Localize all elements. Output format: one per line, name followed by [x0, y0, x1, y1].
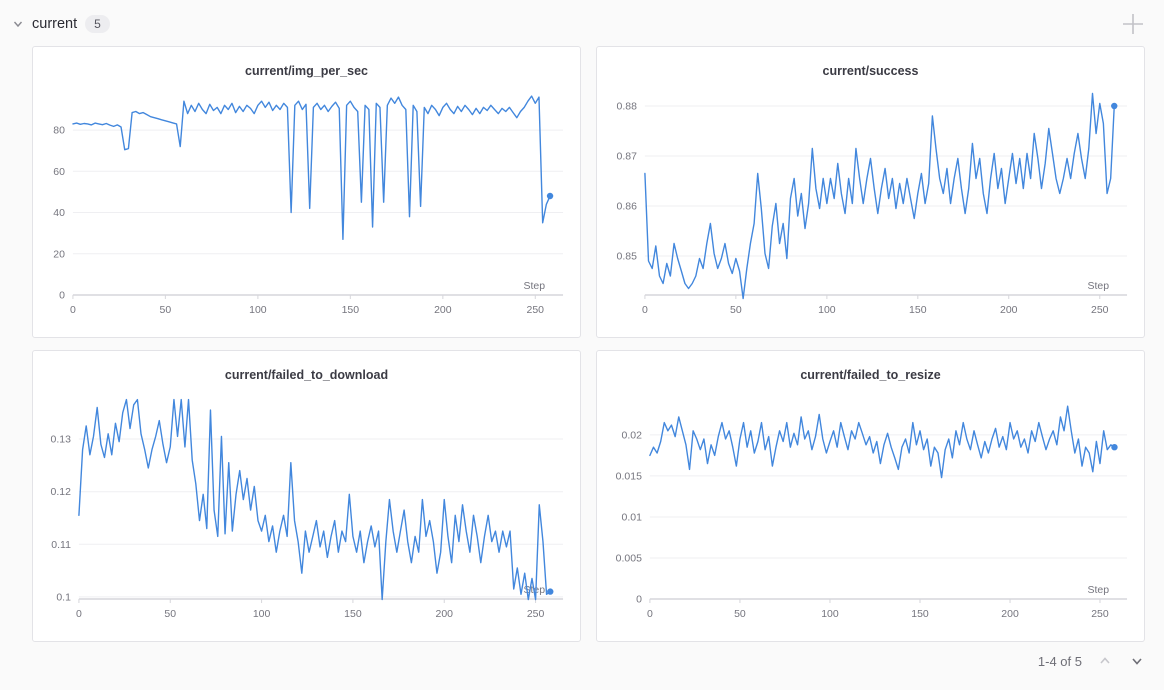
- page-prev-button[interactable]: [1096, 652, 1114, 670]
- section-title: current: [32, 16, 78, 32]
- svg-text:0.01: 0.01: [622, 512, 643, 523]
- svg-text:200: 200: [436, 609, 454, 620]
- panel-count-badge: 5: [85, 15, 110, 33]
- svg-text:0: 0: [76, 609, 82, 620]
- panel-grid: current/img_per_sec 0 20 40 60 80 0 50 100 150 20…: [32, 46, 1145, 642]
- svg-text:40: 40: [53, 208, 65, 219]
- svg-text:0.1: 0.1: [56, 592, 71, 603]
- svg-text:0.12: 0.12: [51, 487, 72, 498]
- svg-text:250: 250: [527, 609, 545, 620]
- chevron-down-icon: [1130, 654, 1144, 668]
- svg-text:0: 0: [636, 594, 642, 605]
- svg-text:150: 150: [342, 305, 360, 316]
- svg-text:0: 0: [647, 609, 653, 620]
- panel-failed-to-download: current/failed_to_download 0.1 0.11 0.12 0.…: [32, 350, 581, 642]
- svg-text:250: 250: [1091, 305, 1109, 316]
- svg-text:200: 200: [1000, 305, 1018, 316]
- svg-text:100: 100: [821, 609, 839, 620]
- svg-text:150: 150: [344, 609, 362, 620]
- svg-text:100: 100: [249, 305, 267, 316]
- svg-text:150: 150: [909, 305, 927, 316]
- chart-title: current/success: [822, 64, 919, 78]
- line-chart-img-per-sec[interactable]: 0 20 40 60 80 0 50 100 150 200 250 Step: [33, 87, 580, 337]
- svg-text:0.88: 0.88: [617, 101, 638, 112]
- svg-text:Step: Step: [1088, 281, 1110, 292]
- svg-text:100: 100: [818, 305, 836, 316]
- add-panel-button[interactable]: [1116, 11, 1150, 37]
- svg-text:100: 100: [253, 609, 271, 620]
- page-next-button[interactable]: [1128, 652, 1146, 670]
- svg-text:200: 200: [434, 305, 452, 316]
- svg-text:50: 50: [164, 609, 176, 620]
- line-chart-success[interactable]: 0.85 0.86 0.87 0.88 0 50 100 150 200 250 Step: [597, 87, 1144, 337]
- svg-text:150: 150: [911, 609, 929, 620]
- svg-text:250: 250: [1091, 609, 1109, 620]
- svg-text:20: 20: [53, 249, 65, 260]
- svg-text:0.85: 0.85: [617, 251, 638, 262]
- pagination-label: 1-4 of 5: [1037, 653, 1082, 669]
- chart-title: current/failed_to_download: [224, 368, 389, 382]
- svg-text:0.11: 0.11: [51, 540, 71, 551]
- svg-text:0: 0: [642, 305, 648, 316]
- svg-text:50: 50: [734, 609, 746, 620]
- svg-text:60: 60: [53, 167, 65, 178]
- chart-title: current/img_per_sec: [245, 64, 368, 78]
- svg-text:0: 0: [70, 305, 76, 316]
- pagination: 1-4 of 5: [0, 642, 1164, 670]
- svg-text:250: 250: [527, 305, 545, 316]
- chevron-up-icon: [1098, 654, 1112, 668]
- chevron-down-icon: [12, 18, 24, 30]
- svg-text:0: 0: [59, 290, 65, 301]
- svg-text:50: 50: [160, 305, 172, 316]
- svg-text:0.02: 0.02: [622, 430, 643, 441]
- svg-text:0.015: 0.015: [616, 471, 642, 482]
- svg-text:0.13: 0.13: [51, 434, 72, 445]
- section-header: current 5: [0, 0, 1164, 44]
- svg-text:80: 80: [53, 126, 65, 137]
- svg-text:0.86: 0.86: [617, 201, 638, 212]
- panel-success: current/success 0.85 0.86 0.87 0.88 0 50 100 15…: [596, 46, 1145, 338]
- svg-text:0.005: 0.005: [616, 553, 642, 564]
- panel-failed-to-resize: current/failed_to_resize 0 0.005 0.01 0.015…: [596, 350, 1145, 642]
- svg-text:0.87: 0.87: [617, 151, 638, 162]
- svg-text:200: 200: [1001, 609, 1019, 620]
- svg-text:50: 50: [730, 305, 742, 316]
- chart-title: current/failed_to_resize: [800, 368, 941, 382]
- panel-img-per-sec: current/img_per_sec 0 20 40 60 80 0 50 100 150 20…: [32, 46, 581, 338]
- svg-text:Step: Step: [524, 281, 546, 292]
- plus-icon: [1120, 11, 1146, 37]
- line-chart-failed-to-resize[interactable]: 0 0.005 0.01 0.015 0.02 0 50 100 150 200 250 Step: [597, 391, 1144, 641]
- svg-text:Step: Step: [1088, 585, 1110, 596]
- section-collapse-button[interactable]: [12, 18, 24, 30]
